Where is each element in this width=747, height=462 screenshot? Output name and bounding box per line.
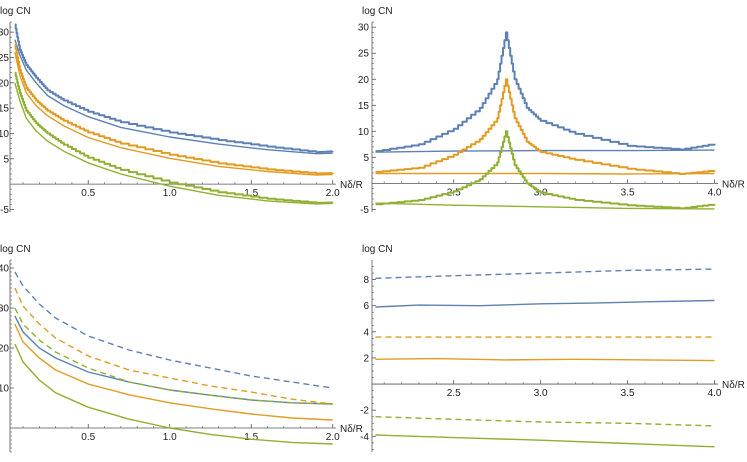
series-line-blue-solid <box>14 39 333 155</box>
x-tick-label: 1.5 <box>244 188 258 199</box>
y-tick-label: 6 <box>363 301 369 312</box>
x-tick-label: 3.5 <box>621 388 635 399</box>
x-tick-label: 0.5 <box>81 188 95 199</box>
y-tick-label: 10 <box>0 384 9 395</box>
y-tick-label: 30 <box>358 23 370 34</box>
y-tick-label: 30 <box>0 28 9 39</box>
y-tick-label: 20 <box>0 78 9 89</box>
series-line-orange-solid <box>14 52 333 176</box>
series-line-blue-dashed <box>375 268 715 279</box>
series-line-green-dashed <box>14 307 333 405</box>
x-tick-label: 1.0 <box>163 188 177 199</box>
x-axis-label: Nδ/R <box>340 424 363 435</box>
y-axis-label: log CN <box>0 6 31 17</box>
y-tick-label: -2 <box>360 406 369 417</box>
chart-panel-top-left: -5 5 10 15 20 25 30 0.5 1.0 1.5 2.0 log CN Nδ/R <box>0 6 363 216</box>
y-tick-label: 15 <box>358 101 370 112</box>
series-line-blue-step <box>14 23 334 154</box>
x-axis-label: Nδ/R <box>722 380 745 391</box>
x-tick-label: 4.0 <box>708 187 722 198</box>
y-tick-label: 30 <box>0 304 9 315</box>
x-tick-label: 3.0 <box>534 388 548 399</box>
y-tick-label: 8 <box>363 275 369 286</box>
x-tick-label: 1.5 <box>244 432 258 443</box>
x-tick-label: 2.0 <box>326 432 340 443</box>
series-line-green-solid <box>375 434 715 448</box>
y-axis-label: log CN <box>0 244 31 255</box>
y-tick-label: 2 <box>363 353 369 364</box>
y-tick-label: 10 <box>358 127 370 138</box>
y-tick-label: 25 <box>0 53 9 64</box>
y-axis-label: log CN <box>362 244 393 255</box>
y-tick-label: -5 <box>0 205 9 216</box>
y-tick-label: 5 <box>363 153 369 164</box>
y-tick-label: 25 <box>358 49 370 60</box>
x-axis-label: Nδ/R <box>340 180 363 191</box>
series-line-orange-solid <box>14 323 333 421</box>
series-line-orange-solid <box>375 357 715 362</box>
chart-panel-bottom-right: -4 -2 2 4 6 8 2.5 3.0 3.5 4.0 log CN Nδ/R <box>360 244 745 452</box>
series-line-blue-step <box>375 31 716 153</box>
series-line-green-solid <box>375 202 715 210</box>
x-tick-label: 2.5 <box>447 388 461 399</box>
x-axis-label: Nδ/R <box>722 179 745 190</box>
series-line-green-solid <box>14 343 333 445</box>
series-line-orange-step <box>375 78 716 175</box>
x-tick-label: 4.0 <box>708 388 722 399</box>
x-tick-label: 3.5 <box>621 187 635 198</box>
y-tick-label: 4 <box>363 327 369 338</box>
series-line-blue-solid <box>375 299 715 308</box>
x-tick-label: 1.0 <box>163 432 177 443</box>
y-tick-label: 5 <box>3 154 9 165</box>
series-line-green-solid <box>14 82 333 205</box>
series-line-green-dashed <box>375 416 715 427</box>
series-line-green-step <box>14 71 334 204</box>
y-tick-label: 20 <box>0 344 9 355</box>
y-tick-label: -4 <box>360 432 369 443</box>
y-axis-label: log CN <box>362 6 393 17</box>
x-tick-label: 2.0 <box>326 188 340 199</box>
y-tick-label: -5 <box>360 205 369 216</box>
chart-panel-bottom-left: 10 20 30 40 0.5 1.0 1.5 2.0 log CN Nδ/R <box>0 244 363 453</box>
x-tick-label: 0.5 <box>81 432 95 443</box>
series-line-blue-dashed <box>14 271 333 389</box>
series-line-orange-step <box>14 43 334 175</box>
y-tick-label: 10 <box>0 129 9 140</box>
y-tick-label: 40 <box>0 264 9 275</box>
series-line-blue-solid <box>14 315 333 405</box>
series-line-orange-dashed <box>14 287 333 405</box>
y-tick-label: 15 <box>0 104 9 115</box>
series-line-orange-solid <box>375 172 715 175</box>
series-line-green-step <box>375 130 716 210</box>
y-tick-label: 20 <box>358 75 370 86</box>
